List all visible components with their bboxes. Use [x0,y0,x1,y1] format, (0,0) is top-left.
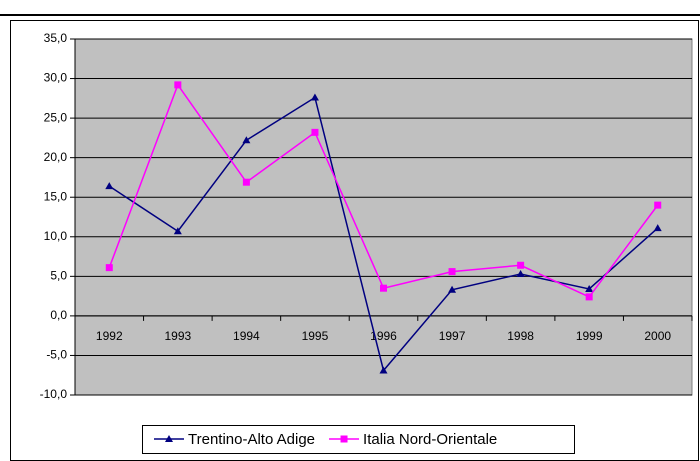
y-tick-label: 30,0 [44,71,68,85]
triangle-marker [448,285,457,293]
y-tick-label: 10,0 [44,229,68,243]
plot-area [74,38,693,396]
legend-label: Italia Nord-Orientale [363,431,497,448]
triangle-marker [165,435,173,442]
triangle-marker [105,182,114,190]
y-tick-label: 35,0 [44,31,68,45]
triangle-marker [516,269,525,277]
x-tick-label: 1994 [233,329,260,343]
x-tick-label: 1992 [96,329,123,343]
square-marker [380,284,387,292]
triangle-marker [585,284,594,292]
square-marker [105,264,113,272]
square-marker [340,435,348,443]
square-marker [242,178,250,186]
y-tick-label: 0,0 [50,308,67,322]
triangle-marker [379,366,388,374]
y-tick-label: 20,0 [44,150,68,164]
y-tick-label: -5,0 [46,348,67,362]
y-tick-label: -10,0 [40,387,68,401]
x-tick-label: 1993 [164,329,191,343]
legend-label: Trentino-Alto Adige [188,431,315,448]
square-marker [174,81,182,89]
x-tick-label: 2000 [644,329,671,343]
x-tick-label: 1997 [439,329,466,343]
x-tick-label: 1995 [302,329,329,343]
x-tick-label: 1999 [576,329,603,343]
header-strip [0,0,700,14]
triangle-marker [173,227,182,235]
square-marker [517,261,525,269]
triangle-marker [310,93,319,101]
square-marker [585,293,593,301]
y-tick-label: 25,0 [44,110,68,124]
square-marker [654,201,662,209]
x-tick-label: 1998 [507,329,534,343]
x-tick-label: 1996 [370,329,397,343]
triangle-marker [242,136,251,144]
square-marker [448,268,456,276]
y-tick-label: 15,0 [44,189,68,203]
square-marker [311,128,319,136]
y-tick-label: 5,0 [50,269,67,283]
triangle-marker [653,224,662,232]
